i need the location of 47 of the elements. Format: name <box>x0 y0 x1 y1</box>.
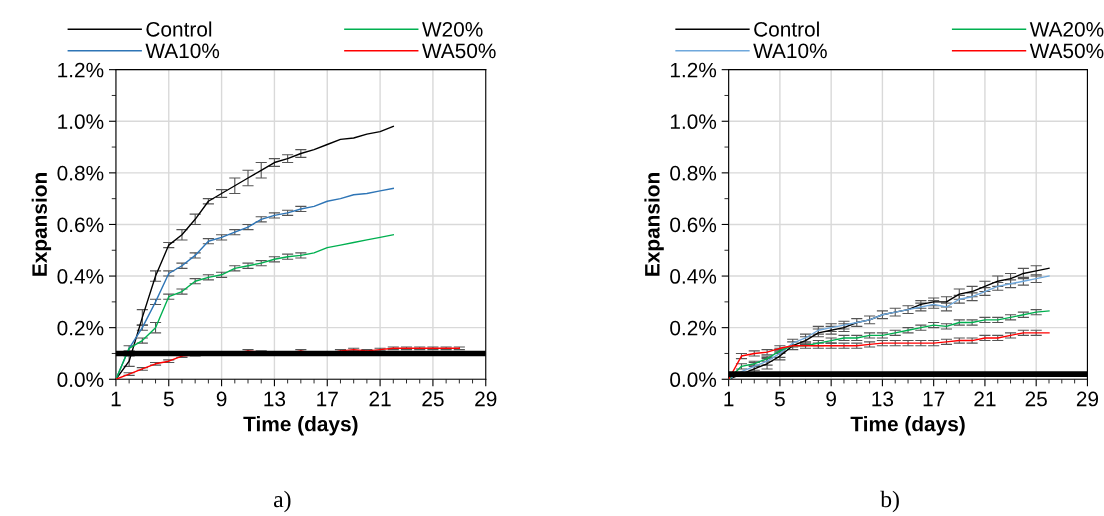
x-tick-label: 5 <box>163 391 174 407</box>
x-tick-label: 13 <box>264 391 286 407</box>
y-tick-label: 1.0% <box>670 114 717 130</box>
y-tick-label: 0.4% <box>57 269 104 284</box>
legend-label: Control <box>146 21 212 37</box>
y-tick-label: 1.0% <box>58 114 104 130</box>
x-tick-label: 17 <box>923 391 945 407</box>
y-tick-label: 0.8% <box>57 165 104 181</box>
x-tick-label: 29 <box>475 391 497 407</box>
x-axis-title: Time (days) <box>850 416 965 436</box>
line-series <box>728 332 1050 380</box>
x-tick-label: 17 <box>317 391 338 407</box>
y-tick-label: 0.2% <box>670 320 717 336</box>
legend-label: WA50% <box>1029 43 1104 59</box>
line-series <box>115 234 394 380</box>
x-tick-label: 13 <box>872 391 894 407</box>
y-tick-label: 1.2% <box>58 62 104 78</box>
x-tick-label: 25 <box>422 391 444 407</box>
x-tick-label: 29 <box>1076 391 1099 407</box>
legend-label: WA10% <box>145 43 220 59</box>
x-tick-label: 25 <box>1025 391 1047 407</box>
x-tick-label: 9 <box>216 391 227 407</box>
line-series <box>728 310 1050 380</box>
y-axis-title: Expansion <box>644 173 664 276</box>
x-tick-label: 5 <box>774 391 785 407</box>
y-tick-label: 0.2% <box>57 320 104 336</box>
y-tick-label: 0.4% <box>670 269 717 284</box>
x-tick-label: 1 <box>111 391 121 407</box>
x-tick-label: 21 <box>369 391 391 407</box>
y-tick-label: 0.8% <box>670 165 717 181</box>
legend-label: W20% <box>422 21 483 37</box>
text: a) <box>274 490 291 513</box>
legend-label: WA20% <box>1029 21 1104 37</box>
x-tick-label: 21 <box>974 391 996 407</box>
y-tick-label: 0.0% <box>670 372 717 388</box>
y-tick-label: 0.6% <box>57 217 104 233</box>
y-tick-label: 1.2% <box>670 62 717 78</box>
x-tick-label: 1 <box>724 391 734 407</box>
y-tick-label: 0.6% <box>670 217 717 233</box>
text: b) <box>880 490 899 513</box>
legend-label: WA50% <box>422 43 496 59</box>
legend-label: WA10% <box>753 43 827 59</box>
legend-label: Control <box>754 21 819 37</box>
x-axis-title: Time (days) <box>243 416 358 436</box>
x-tick-label: 9 <box>826 391 836 407</box>
y-axis-title: Expansion <box>31 173 52 276</box>
y-tick-label: 0.0% <box>57 372 104 388</box>
